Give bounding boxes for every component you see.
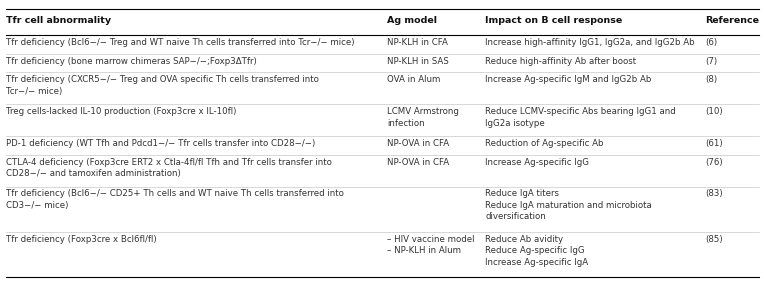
Text: NP-KLH in SAS: NP-KLH in SAS xyxy=(387,57,449,66)
Text: CTLA-4 deficiency (Foxp3cre ERT2 x Ctla-4fl/fl Tfh and Tfr cells transfer into
C: CTLA-4 deficiency (Foxp3cre ERT2 x Ctla-… xyxy=(6,158,332,178)
Text: Tfr deficiency (CXCR5−/− Treg and OVA specific Th cells transferred into
Tcr−/− : Tfr deficiency (CXCR5−/− Treg and OVA sp… xyxy=(6,75,319,96)
Text: (6): (6) xyxy=(705,38,717,47)
Text: Reduce LCMV-specific Abs bearing IgG1 and
IgG2a isotype: Reduce LCMV-specific Abs bearing IgG1 an… xyxy=(485,107,676,128)
Text: (61): (61) xyxy=(705,139,723,148)
Text: OVA in Alum: OVA in Alum xyxy=(387,75,441,84)
Text: – HIV vaccine model
– NP-KLH in Alum: – HIV vaccine model – NP-KLH in Alum xyxy=(387,235,475,255)
Text: Impact on B cell response: Impact on B cell response xyxy=(485,16,623,25)
Text: Tfr cell abnormality: Tfr cell abnormality xyxy=(6,16,112,25)
Text: (7): (7) xyxy=(705,57,717,66)
Text: NP-OVA in CFA: NP-OVA in CFA xyxy=(387,158,449,167)
Text: (76): (76) xyxy=(705,158,723,167)
Text: Ag model: Ag model xyxy=(387,16,437,25)
Text: NP-OVA in CFA: NP-OVA in CFA xyxy=(387,139,449,148)
Text: Tfr deficiency (Bcl6−/− Treg and WT naive Th cells transferred into Tcr−/− mice): Tfr deficiency (Bcl6−/− Treg and WT naiv… xyxy=(6,38,354,47)
Text: NP-KLH in CFA: NP-KLH in CFA xyxy=(387,38,448,47)
Text: Increase Ag-specific IgG: Increase Ag-specific IgG xyxy=(485,158,589,167)
Text: Increase high-affinity IgG1, IgG2a, and IgG2b Ab: Increase high-affinity IgG1, IgG2a, and … xyxy=(485,38,694,47)
Text: (8): (8) xyxy=(705,75,717,84)
Text: Reduce Ab avidity
Reduce Ag-specific IgG
Increase Ag-specific IgA: Reduce Ab avidity Reduce Ag-specific IgG… xyxy=(485,235,588,267)
Text: Reduce IgA titers
Reduce IgA maturation and microbiota
diversification: Reduce IgA titers Reduce IgA maturation … xyxy=(485,190,652,221)
Text: (83): (83) xyxy=(705,190,723,198)
Text: Tfr deficiency (Foxp3cre x Bcl6fl/fl): Tfr deficiency (Foxp3cre x Bcl6fl/fl) xyxy=(6,235,157,244)
Text: (85): (85) xyxy=(705,235,723,244)
Text: Reduce high-affinity Ab after boost: Reduce high-affinity Ab after boost xyxy=(485,57,636,66)
Text: Increase Ag-specific IgM and IgG2b Ab: Increase Ag-specific IgM and IgG2b Ab xyxy=(485,75,652,84)
Text: Reduction of Ag-specific Ab: Reduction of Ag-specific Ab xyxy=(485,139,604,148)
Text: (10): (10) xyxy=(705,107,723,116)
Text: PD-1 deficiency (WT Tfh and Pdcd1−/− Tfr cells transfer into CD28−/−): PD-1 deficiency (WT Tfh and Pdcd1−/− Tfr… xyxy=(6,139,316,148)
Text: Treg cells-lacked IL-10 production (Foxp3cre x IL-10fl): Treg cells-lacked IL-10 production (Foxp… xyxy=(6,107,237,116)
Text: Reference: Reference xyxy=(705,16,759,25)
Text: LCMV Armstrong
infection: LCMV Armstrong infection xyxy=(387,107,459,128)
Text: Tfr deficiency (Bcl6−/− CD25+ Th cells and WT naive Th cells transferred into
CD: Tfr deficiency (Bcl6−/− CD25+ Th cells a… xyxy=(6,190,344,210)
Text: Tfr deficiency (bone marrow chimeras SAP−/−;Foxp3ΔTfr): Tfr deficiency (bone marrow chimeras SAP… xyxy=(6,57,257,66)
